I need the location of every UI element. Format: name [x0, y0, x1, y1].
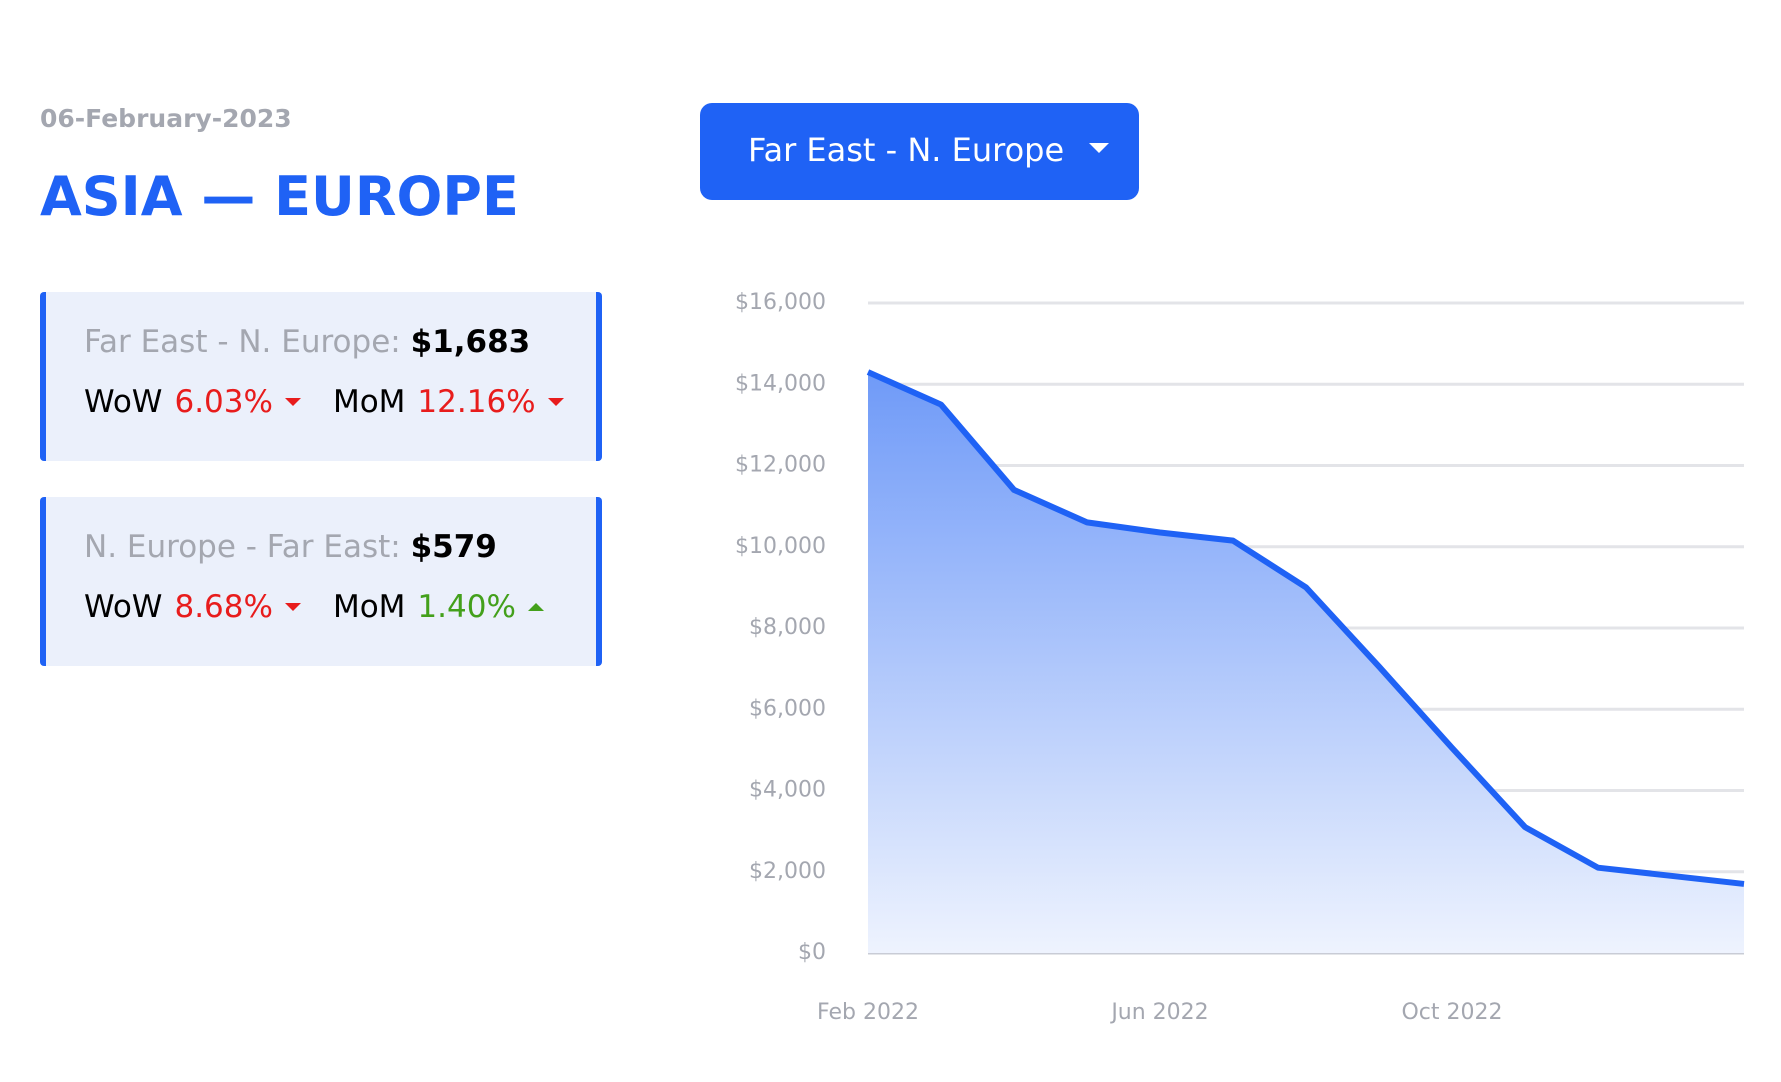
- caret: [1089, 143, 1109, 153]
- page-title: ASIA — EUROPE: [40, 165, 519, 228]
- y-tick-label: $14,000: [735, 371, 826, 396]
- rate-card: Far East - N. Europe: $1,683 WoW 6.03% Mo…: [40, 292, 602, 461]
- price: $1,683: [410, 324, 531, 360]
- route: N. Europe - Far East:: [84, 529, 401, 565]
- card-changes: WoW 8.68% MoM 1.40%: [84, 589, 596, 625]
- x-tick-label: Oct 2022: [1401, 1000, 1502, 1025]
- route: Far East - N. Europe:: [84, 324, 401, 360]
- mom-label: MoM: [332, 384, 406, 420]
- card-title: N. Europe - Far East: $579: [84, 529, 596, 565]
- area-fill: [868, 372, 1744, 953]
- up-arrow: [527, 603, 544, 611]
- route-dropdown[interactable]: Far East - N. Europe: [700, 103, 1139, 200]
- wow-value: 8.68%: [174, 589, 273, 625]
- dropdown-label: Far East - N. Europe: [748, 131, 1065, 169]
- rate-card: N. Europe - Far East: $579 WoW 8.68% MoM 1…: [40, 497, 602, 666]
- card-title: Far East - N. Europe: $1,683: [84, 324, 596, 360]
- y-tick-label: $10,000: [735, 534, 826, 559]
- price: $579: [410, 529, 497, 565]
- y-tick-label: $0: [798, 940, 826, 965]
- price-line: [866, 369, 1745, 887]
- card-changes: WoW 6.03% MoM 12.16%: [84, 384, 596, 420]
- mom-value: 12.16%: [417, 384, 536, 420]
- x-tick-label: Jun 2022: [1109, 1000, 1208, 1025]
- down-arrow: [284, 603, 301, 611]
- y-tick-label: $8,000: [749, 615, 826, 640]
- down-arrow: [284, 398, 301, 406]
- down-arrow: [547, 398, 564, 406]
- mom-label: MoM: [332, 589, 406, 625]
- x-tick-label: Feb 2022: [817, 1000, 919, 1025]
- y-tick-label: $4,000: [749, 778, 826, 803]
- mom-value: 1.40%: [417, 589, 516, 625]
- y-tick-label: $16,000: [735, 290, 826, 315]
- y-tick-label: $6,000: [749, 696, 826, 721]
- wow-label: WoW: [84, 589, 163, 625]
- date: 06-February-2023: [40, 104, 292, 133]
- y-tick-label: $12,000: [735, 453, 826, 478]
- wow-value: 6.03%: [174, 384, 273, 420]
- wow-label: WoW: [84, 384, 163, 420]
- y-tick-label: $2,000: [749, 859, 826, 884]
